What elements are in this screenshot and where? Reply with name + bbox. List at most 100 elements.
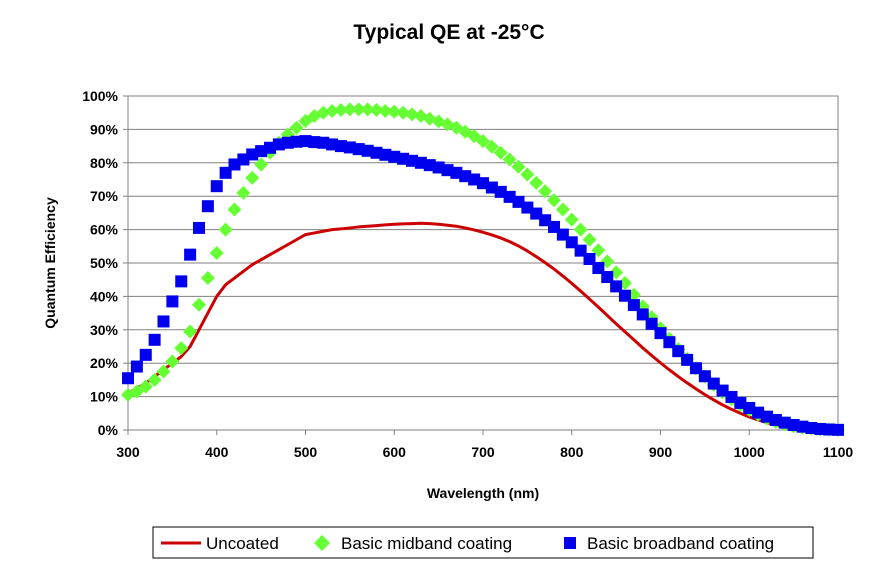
data-point-midband (325, 104, 340, 119)
grid-lines (128, 128, 838, 398)
data-point-broadband (583, 252, 596, 265)
x-tick-label: 700 (471, 444, 495, 460)
data-point-broadband (148, 333, 161, 346)
data-point-midband (289, 120, 304, 135)
data-point-midband (174, 341, 189, 356)
y-tick-label: 10% (90, 389, 119, 405)
data-point-broadband (654, 327, 667, 340)
y-tick-label: 0% (98, 422, 119, 438)
y-tick-label: 50% (90, 255, 119, 271)
y-tick-label: 100% (82, 88, 118, 104)
data-point-midband (254, 157, 269, 172)
data-point-midband (138, 379, 153, 394)
series-0 (127, 221, 838, 432)
data-point-broadband (210, 180, 223, 193)
y-axis-label: Quantum Efficiency (42, 197, 58, 329)
x-axis-label: Wavelength (nm) (427, 485, 539, 501)
legend-label-uncoated: Uncoated (206, 534, 279, 553)
data-point-midband (192, 297, 206, 312)
data-point-midband (369, 103, 384, 118)
y-tick-label: 60% (90, 222, 119, 238)
x-tick-label: 400 (205, 444, 229, 460)
data-point-broadband (139, 348, 152, 361)
data-point-midband (405, 107, 419, 122)
data-point-broadband (610, 280, 623, 293)
data-point-midband (520, 167, 535, 182)
data-point-midband (218, 222, 233, 237)
data-point-midband (564, 212, 579, 227)
x-tick-label: 300 (116, 444, 140, 460)
data-point-broadband (166, 295, 179, 308)
data-point-midband (547, 193, 561, 208)
legend-label-midband: Basic midband coating (341, 534, 512, 553)
data-point-broadband (193, 221, 205, 234)
data-point-midband (351, 102, 366, 117)
data-point-midband (387, 104, 402, 119)
data-point-midband (591, 243, 606, 258)
data-point-broadband (592, 262, 605, 275)
data-point-midband (502, 152, 517, 167)
data-point-broadband (645, 317, 658, 330)
series-line-uncoated (127, 221, 838, 432)
data-point-broadband (201, 200, 214, 213)
data-point-midband (511, 159, 526, 174)
data-point-midband (396, 105, 411, 120)
data-point-midband (493, 145, 508, 160)
y-axis-ticks: 0% 10% 20% 30% 40% 50% 60% 70% 80% 90% 100% (82, 88, 128, 438)
legend-swatch-broadband (564, 537, 576, 549)
data-point-midband (200, 271, 215, 286)
x-axis-ticks: 300 400 500 600 700 800 900 1000 1100 (116, 430, 853, 460)
data-point-midband (529, 175, 544, 190)
data-point-broadband (122, 372, 134, 385)
data-point-broadband (184, 248, 197, 261)
data-point-midband (316, 105, 331, 120)
data-point-midband (484, 139, 499, 154)
data-point-broadband (627, 299, 640, 312)
data-point-midband (165, 354, 180, 369)
data-point-broadband (601, 271, 614, 284)
data-point-broadband (175, 275, 188, 288)
data-point-midband (378, 104, 393, 119)
data-point-broadband (130, 360, 143, 373)
data-point-midband (360, 102, 375, 117)
data-point-midband (183, 324, 198, 339)
y-tick-label: 80% (90, 155, 119, 171)
y-tick-label: 70% (90, 188, 119, 204)
data-point-midband (147, 372, 162, 387)
data-point-midband (209, 245, 224, 260)
series-2 (122, 135, 844, 436)
data-point-midband (538, 184, 553, 199)
data-point-broadband (619, 289, 631, 302)
data-point-broadband (157, 315, 170, 328)
data-point-midband (227, 202, 242, 217)
chart-title: Typical QE at -25°C (353, 21, 544, 44)
x-tick-label: 800 (560, 444, 584, 460)
data-point-broadband (832, 423, 844, 436)
data-point-broadband (663, 336, 676, 349)
x-tick-label: 1000 (734, 444, 765, 460)
data-point-midband (236, 185, 251, 200)
data-point-midband (555, 202, 570, 217)
x-tick-label: 900 (649, 444, 673, 460)
legend-label-broadband: Basic broadband coating (587, 534, 774, 553)
y-tick-label: 30% (90, 322, 119, 338)
y-tick-label: 90% (90, 121, 119, 137)
series-layer (121, 102, 845, 437)
x-tick-label: 1100 (823, 444, 854, 460)
legend-swatch-midband (314, 535, 330, 551)
x-tick-label: 500 (294, 444, 318, 460)
data-point-midband (582, 232, 597, 247)
data-point-broadband (636, 308, 649, 321)
legend-box (152, 526, 814, 559)
y-tick-label: 20% (90, 355, 119, 371)
data-point-midband (156, 364, 171, 379)
legend: Uncoated Basic midband coating Basic bro… (152, 526, 814, 559)
x-tick-label: 600 (383, 444, 407, 460)
y-tick-label: 40% (90, 288, 119, 304)
data-point-midband (476, 134, 490, 149)
data-point-midband (245, 170, 260, 185)
data-point-midband (573, 222, 588, 237)
data-point-midband (342, 102, 357, 117)
data-point-midband (334, 103, 348, 118)
